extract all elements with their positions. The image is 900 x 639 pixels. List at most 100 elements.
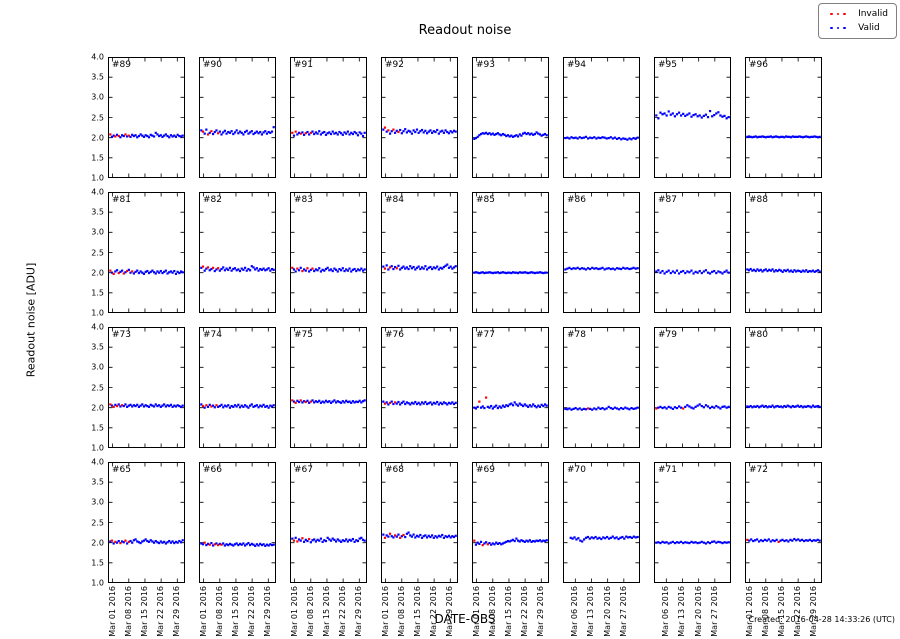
legend-label-invalid: Invalid [858, 9, 888, 19]
subplot-84: #84 [381, 192, 458, 313]
y-tick-label: 2.0 [91, 268, 104, 278]
panel-canvas-78 [563, 327, 640, 448]
panel-canvas-73 [108, 327, 185, 448]
x-axis-label: DATE-OBS [434, 612, 496, 626]
y-tick-label: 2.0 [91, 133, 104, 143]
panel-label: #79 [658, 330, 677, 340]
y-tick-label: 3.0 [91, 497, 104, 507]
y-tick-label: 2.5 [91, 248, 104, 257]
panel-label: #75 [294, 330, 313, 340]
subplot-88: #88 [745, 192, 822, 313]
panel-label: #69 [476, 465, 495, 475]
panel-label: #73 [112, 330, 131, 340]
panel-canvas-75 [290, 327, 367, 448]
y-tick-label: 3.5 [91, 477, 104, 487]
panel-label: #84 [385, 195, 404, 205]
y-tick-label: 1.5 [91, 558, 104, 568]
subplot-82: #82 [199, 192, 276, 313]
panel-label: #86 [567, 195, 586, 205]
panel-label: #96 [749, 60, 768, 70]
y-tick-label: 2.0 [91, 538, 104, 548]
panel-label: #80 [749, 330, 768, 340]
panel-canvas-88 [745, 192, 822, 313]
panel-label: #68 [385, 465, 404, 475]
y-tick-label: 1.0 [91, 443, 104, 453]
y-tick-label: 2.5 [91, 113, 104, 122]
panel-canvas-81 [108, 192, 185, 313]
y-tick-label: 2.5 [91, 518, 104, 527]
subplot-86: #86 [563, 192, 640, 313]
panel-label: #72 [749, 465, 768, 475]
panel-canvas-83 [290, 192, 367, 313]
y-tick-label: 1.0 [91, 308, 104, 318]
y-tick-label: 3.5 [91, 72, 104, 82]
subplot-80: #80 [745, 327, 822, 448]
panel-label: #78 [567, 330, 586, 340]
legend-item-valid: Valid [825, 21, 888, 35]
panel-canvas-94 [563, 57, 640, 178]
subplot-81: #81 4.0 3.5 3.0 2.5 2.0 1.5 1.0 [91, 188, 185, 318]
y-tick-label: 1.0 [91, 173, 104, 183]
panel-canvas-70 [563, 462, 640, 583]
panel-canvas-96 [745, 57, 822, 178]
y-tick-label: 1.5 [91, 423, 104, 433]
y-tick-label: 3.0 [91, 362, 104, 372]
subplot-76: #76 [381, 327, 458, 448]
panel-label: #92 [385, 60, 404, 70]
panel-canvas-79 [654, 327, 731, 448]
subplot-92: #92 [381, 57, 458, 178]
panel-label: #93 [476, 60, 495, 70]
y-tick-label: 4.0 [91, 322, 104, 332]
panel-canvas-92 [381, 57, 458, 178]
panel-canvas-72 [745, 462, 822, 583]
panel-canvas-69 [472, 462, 549, 583]
legend-label-valid: Valid [858, 23, 880, 33]
panel-label: #95 [658, 60, 677, 70]
panel-canvas-87 [654, 192, 731, 313]
panel-canvas-84 [381, 192, 458, 313]
subplot-66: #66 Mar 01 2016 Mar 08 2016 Mar 15 2016 Mar … [199, 462, 276, 637]
panel-canvas-95 [654, 57, 731, 178]
panel-label: #88 [749, 195, 768, 205]
panel-canvas-77 [472, 327, 549, 448]
subplot-74: #74 [199, 327, 276, 448]
invalid-dots-icon [825, 12, 851, 16]
panel-label: #85 [476, 195, 495, 205]
panel-canvas-76 [381, 327, 458, 448]
subplot-96: #96 [745, 57, 822, 178]
subplot-90: #90 [199, 57, 276, 178]
panel-label: #89 [112, 60, 131, 70]
subplot-70: #70 Mar 06 2016 Mar 13 2016 Mar 20 2016 Mar … [563, 462, 640, 637]
panel-label: #87 [658, 195, 677, 205]
y-tick-label: 2.0 [91, 403, 104, 413]
y-tick-label: 3.5 [91, 342, 104, 352]
panel-label: #83 [294, 195, 313, 205]
panel-label: #65 [112, 465, 131, 475]
panel-canvas-66 [199, 462, 276, 583]
panel-canvas-90 [199, 57, 276, 178]
panel-canvas-82 [199, 192, 276, 313]
subplot-69: #69 Mar 01 2016 Mar 08 2016 Mar 15 2016 Mar … [472, 462, 549, 637]
y-tick-label: 4.0 [91, 187, 104, 197]
y-tick-label: 4.0 [91, 457, 104, 467]
subplot-95: #95 [654, 57, 731, 178]
subplot-65: #65 4.0 3.5 3.0 2.5 2.0 1.5 1.0 Mar 01 2016 Mar 0… [91, 458, 185, 637]
y-tick-label: 3.0 [91, 227, 104, 237]
panel-canvas-86 [563, 192, 640, 313]
panel-label: #66 [203, 465, 222, 475]
panel-label: #82 [203, 195, 222, 205]
subplot-78: #78 [563, 327, 640, 448]
y-tick-label: 3.0 [91, 92, 104, 102]
subplot-77: #77 [472, 327, 549, 448]
panel-label: #90 [203, 60, 222, 70]
y-tick-label: 1.5 [91, 153, 104, 163]
y-tick-label: 2.5 [91, 383, 104, 392]
panel-label: #91 [294, 60, 313, 70]
y-tick-label: 3.5 [91, 207, 104, 217]
valid-dots-icon [825, 26, 851, 30]
subplot-73: #73 4.0 3.5 3.0 2.5 2.0 1.5 1.0 [91, 323, 185, 453]
subplot-89: #89 4.0 3.5 3.0 2.5 2.0 1.5 1.0 [91, 53, 185, 183]
panel-canvas-71 [654, 462, 731, 583]
panel-canvas-68 [381, 462, 458, 583]
